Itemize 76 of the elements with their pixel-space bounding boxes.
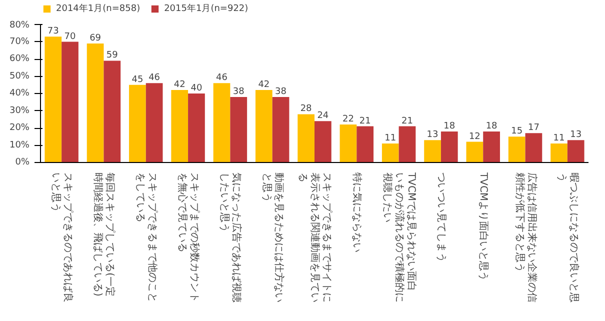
data-label: 40 bbox=[190, 84, 202, 94]
x-tick-label: スキップまでの秒数カウントを無心で見ている bbox=[176, 172, 201, 302]
data-label: 73 bbox=[47, 26, 59, 37]
y-tick-label: 80% bbox=[9, 20, 30, 30]
bar bbox=[525, 133, 542, 162]
data-label: 12 bbox=[468, 132, 480, 142]
bar bbox=[550, 144, 568, 162]
data-label: 15 bbox=[511, 126, 523, 137]
x-tick-label: TVCMでは見られない面白いものが流れるので積極的に視聴したい bbox=[381, 172, 418, 302]
y-tick-label: 30% bbox=[9, 106, 30, 116]
bar bbox=[213, 83, 230, 162]
data-label: 22 bbox=[342, 114, 354, 125]
y-tick-label: 20% bbox=[9, 123, 30, 133]
x-tick-label: 気になった広告であれば視聴したいと思う bbox=[218, 172, 243, 302]
bar bbox=[466, 142, 484, 162]
bar bbox=[44, 36, 62, 162]
x-tick-label: 広告は信用出来ない企業の信頼性が低下すると思う bbox=[514, 172, 538, 302]
y-tick-label: 40% bbox=[9, 88, 30, 98]
bar bbox=[146, 83, 163, 162]
data-label: 13 bbox=[570, 130, 582, 140]
bar bbox=[104, 60, 121, 162]
bar bbox=[440, 131, 458, 162]
bar bbox=[272, 96, 290, 162]
data-label: 11 bbox=[384, 134, 396, 144]
data-label: 59 bbox=[106, 50, 118, 61]
data-label: 69 bbox=[90, 33, 102, 44]
x-tick-label: スキップできるまでサイトに表示される関連動画を見ている bbox=[297, 172, 333, 302]
x-tick-label: スキップできるのであれば良いと思う bbox=[50, 172, 74, 302]
bar bbox=[298, 114, 314, 162]
bar bbox=[314, 121, 332, 162]
data-label: 24 bbox=[317, 111, 329, 122]
y-tick-label: 70% bbox=[9, 36, 30, 47]
x-tick-label: スキップできるまで他のことをしている bbox=[134, 172, 158, 302]
legend-label: 2015年1月(n=922) bbox=[164, 2, 248, 15]
x-tick-label: TVCMより面白いと思う bbox=[478, 172, 490, 282]
bar bbox=[483, 131, 500, 162]
bar bbox=[508, 136, 526, 162]
bar bbox=[567, 140, 584, 162]
bar bbox=[230, 96, 248, 162]
data-label: 38 bbox=[275, 86, 287, 97]
bar bbox=[62, 42, 78, 162]
data-label: 18 bbox=[444, 121, 456, 132]
x-tick-label: 暇つぶしになるので良いと思う bbox=[556, 172, 580, 302]
bar bbox=[129, 84, 146, 162]
data-label: 70 bbox=[64, 32, 76, 42]
data-label: 18 bbox=[486, 121, 498, 132]
x-tick-label: 動画を見るためには仕方ないと思う bbox=[260, 172, 285, 302]
data-label: 42 bbox=[258, 80, 270, 90]
data-label: 13 bbox=[426, 130, 438, 140]
data-label: 38 bbox=[232, 86, 245, 97]
y-tick-label: 50% bbox=[9, 71, 30, 82]
x-tick-label: 特に気にならない bbox=[351, 172, 364, 252]
data-label: 46 bbox=[148, 73, 160, 84]
data-label: 28 bbox=[300, 104, 312, 114]
bar bbox=[86, 43, 104, 162]
bar bbox=[255, 90, 272, 162]
legend-label: 2014年1月(n=858) bbox=[56, 2, 140, 15]
x-tick-label: ついつい見てしまう bbox=[435, 172, 446, 262]
x-tick-label: 毎回スキップしている(一定時間経過後、飛ばしている) bbox=[92, 172, 116, 296]
bar bbox=[398, 126, 416, 162]
y-tick-label: 0% bbox=[15, 158, 30, 168]
data-label: 46 bbox=[216, 73, 228, 84]
data-label: 42 bbox=[174, 80, 186, 90]
data-label: 11 bbox=[553, 134, 565, 144]
data-label: 21 bbox=[359, 116, 371, 126]
bar bbox=[424, 140, 441, 162]
data-label: 45 bbox=[132, 74, 144, 85]
y-tick-label: 60% bbox=[9, 54, 30, 64]
bar bbox=[340, 124, 357, 162]
bar bbox=[188, 94, 205, 162]
y-tick-label: 10% bbox=[9, 140, 30, 150]
data-label: 17 bbox=[528, 123, 540, 134]
bar bbox=[171, 90, 188, 162]
bar bbox=[356, 126, 374, 162]
bar bbox=[382, 144, 399, 162]
data-label: 21 bbox=[402, 116, 413, 126]
